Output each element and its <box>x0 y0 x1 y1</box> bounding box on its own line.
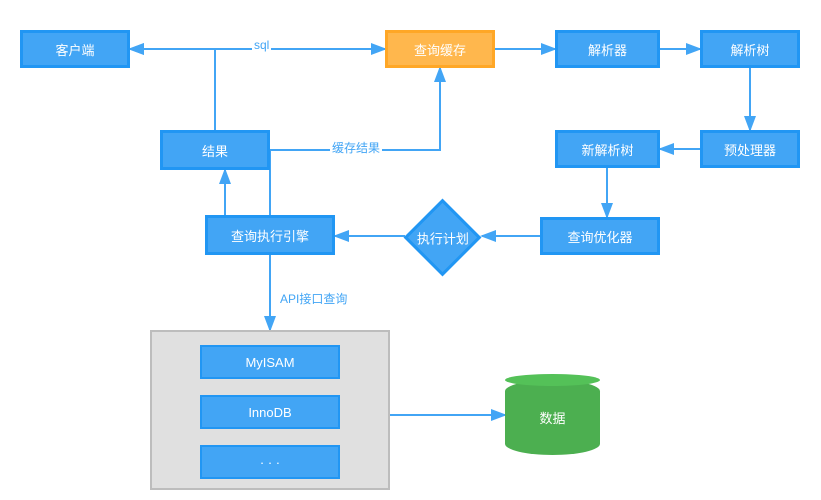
node-myisam: MyISAM <box>200 345 340 379</box>
node-engine: 查询执行引擎 <box>205 215 335 255</box>
edges-layer <box>0 0 821 500</box>
node-label: InnoDB <box>248 405 291 420</box>
node-newtree: 新解析树 <box>555 130 660 168</box>
node-label: MyISAM <box>245 355 294 370</box>
node-optimizer: 查询优化器 <box>540 217 660 255</box>
node-innodb: InnoDB <box>200 395 340 429</box>
node-more: · · · <box>200 445 340 479</box>
node-plandmd: 执行计划 <box>404 199 482 277</box>
node-parsetree: 解析树 <box>700 30 800 68</box>
node-parser: 解析器 <box>555 30 660 68</box>
node-label: 查询优化器 <box>567 227 632 246</box>
node-cache: 查询缓存 <box>385 30 495 68</box>
node-preproc: 预处理器 <box>700 130 800 168</box>
node-label: 查询缓存 <box>414 40 466 59</box>
node-label: 新解析树 <box>581 140 633 159</box>
edge-label: 缓存结果 <box>330 139 382 156</box>
node-data: 数据 <box>505 380 600 455</box>
node-result: 结果 <box>160 130 270 170</box>
node-label: 数据 <box>539 408 565 427</box>
flowchart-canvas: sql 缓存结果 API接口查询 客户端 查询缓存 解析器 解析树结果 新解析树 预处理器查询执… <box>0 0 821 500</box>
node-label: 解析树 <box>730 40 769 59</box>
edge-label: API接口查询 <box>278 290 349 307</box>
node-label: 结果 <box>202 141 228 160</box>
node-label: · · · <box>260 455 280 470</box>
node-label: 客户端 <box>55 40 94 59</box>
node-label: 解析器 <box>588 40 627 59</box>
node-label: 查询执行引擎 <box>231 226 309 245</box>
node-label: 预处理器 <box>724 140 776 159</box>
node-client: 客户端 <box>20 30 130 68</box>
node-label: 执行计划 <box>416 228 468 247</box>
edge-label: sql <box>252 38 271 52</box>
